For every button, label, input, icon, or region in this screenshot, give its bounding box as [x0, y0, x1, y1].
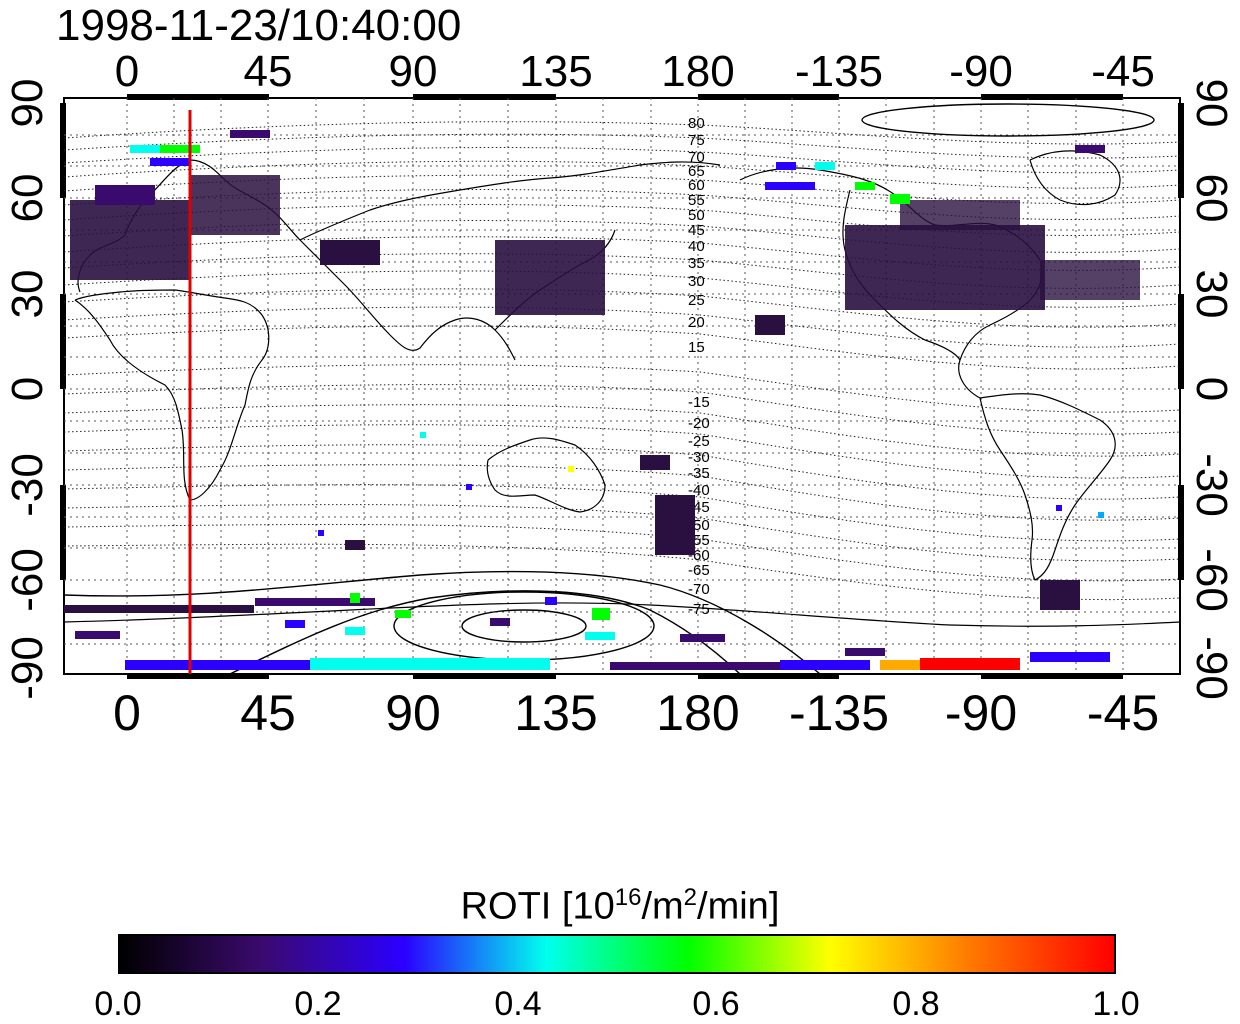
left-tick-1: 60 — [3, 174, 52, 223]
top-tick-7: -45 — [1091, 47, 1155, 96]
roti-map: 90 60 30 0 -30 -60 -90 90 60 30 0 -30 -6… — [3, 79, 1236, 700]
left-axis-ticks: 90 60 30 0 -30 -60 -90 — [3, 79, 52, 700]
left-tick-3: 0 — [3, 377, 52, 401]
top-tick-0: 0 — [114, 47, 140, 96]
top-tick-4: 180 — [661, 47, 735, 96]
roti-pixels — [64, 130, 1140, 670]
contour-label: 15 — [688, 339, 705, 356]
contour-label: 75 — [688, 132, 705, 149]
contour-label: 40 — [688, 238, 705, 255]
contour-label: 60 — [688, 177, 705, 194]
bottom-tick-3: 135 — [514, 685, 598, 741]
contour-label: 20 — [688, 314, 705, 331]
colorbar-tick-5: 1.0 — [1092, 985, 1140, 1023]
contour-label: -40 — [688, 482, 710, 499]
right-tick-3: 0 — [1187, 377, 1236, 401]
contour-label: 55 — [688, 192, 705, 209]
contour-label: -25 — [688, 433, 710, 450]
colorbar-tick-3: 0.6 — [692, 985, 740, 1023]
right-tick-0: 90 — [1187, 79, 1236, 128]
plot-title: 1998-11-23/10:40:00 — [56, 1, 462, 50]
colorbar-tick-1: 0.2 — [294, 985, 342, 1023]
left-tick-0: 90 — [3, 79, 52, 128]
colorbar-label: ROTI [1016/m2/min] — [460, 884, 780, 928]
contour-label: 30 — [688, 273, 705, 290]
contour-label: 25 — [688, 292, 705, 309]
contour-label: 80 — [688, 115, 705, 132]
right-tick-2: 30 — [1187, 270, 1236, 319]
contour-label: -65 — [688, 562, 710, 579]
contour-label: -20 — [688, 415, 710, 432]
colorbar — [118, 934, 1116, 974]
top-tick-1: 45 — [243, 47, 293, 96]
right-tick-1: 60 — [1187, 174, 1236, 223]
colorbar-tick-2: 0.4 — [494, 985, 542, 1023]
contour-label: -30 — [688, 449, 710, 466]
contour-label: 65 — [688, 163, 705, 180]
bottom-tick-2: 90 — [385, 685, 441, 741]
left-tick-2: 30 — [3, 270, 52, 319]
contour-labels: 80 75 70 65 60 55 50 45 40 35 30 25 20 1… — [688, 115, 710, 618]
bottom-tick-7: -45 — [1086, 685, 1160, 741]
right-tick-6: -90 — [1187, 636, 1236, 700]
contour-label: -15 — [688, 394, 710, 411]
left-tick-5: -60 — [3, 548, 52, 612]
contour-label: -75 — [688, 601, 710, 618]
contour-label: -35 — [688, 465, 710, 482]
top-tick-2: 90 — [388, 47, 438, 96]
bottom-tick-0: 0 — [113, 685, 141, 741]
contour-label: 50 — [688, 207, 705, 224]
bottom-tick-1: 45 — [240, 685, 296, 741]
top-tick-5: -135 — [794, 47, 884, 96]
contour-label: -70 — [688, 581, 710, 598]
left-tick-4: -30 — [3, 453, 52, 517]
colorbar-tick-4: 0.8 — [892, 985, 940, 1023]
top-tick-6: -90 — [949, 47, 1013, 96]
bottom-tick-4: 180 — [656, 685, 740, 741]
contour-label: 35 — [688, 255, 705, 272]
colorbar-tick-0: 0.0 — [94, 985, 142, 1023]
contour-label: 45 — [688, 222, 705, 239]
left-tick-6: -90 — [3, 636, 52, 700]
right-tick-4: -30 — [1187, 453, 1236, 517]
right-axis-ticks: 90 60 30 0 -30 -60 -90 — [1187, 79, 1236, 700]
right-tick-5: -60 — [1187, 548, 1236, 612]
bottom-tick-5: -135 — [788, 685, 890, 741]
frame-bands — [60, 94, 1184, 679]
bottom-tick-6: -90 — [944, 685, 1018, 741]
top-tick-3: 135 — [519, 47, 593, 96]
